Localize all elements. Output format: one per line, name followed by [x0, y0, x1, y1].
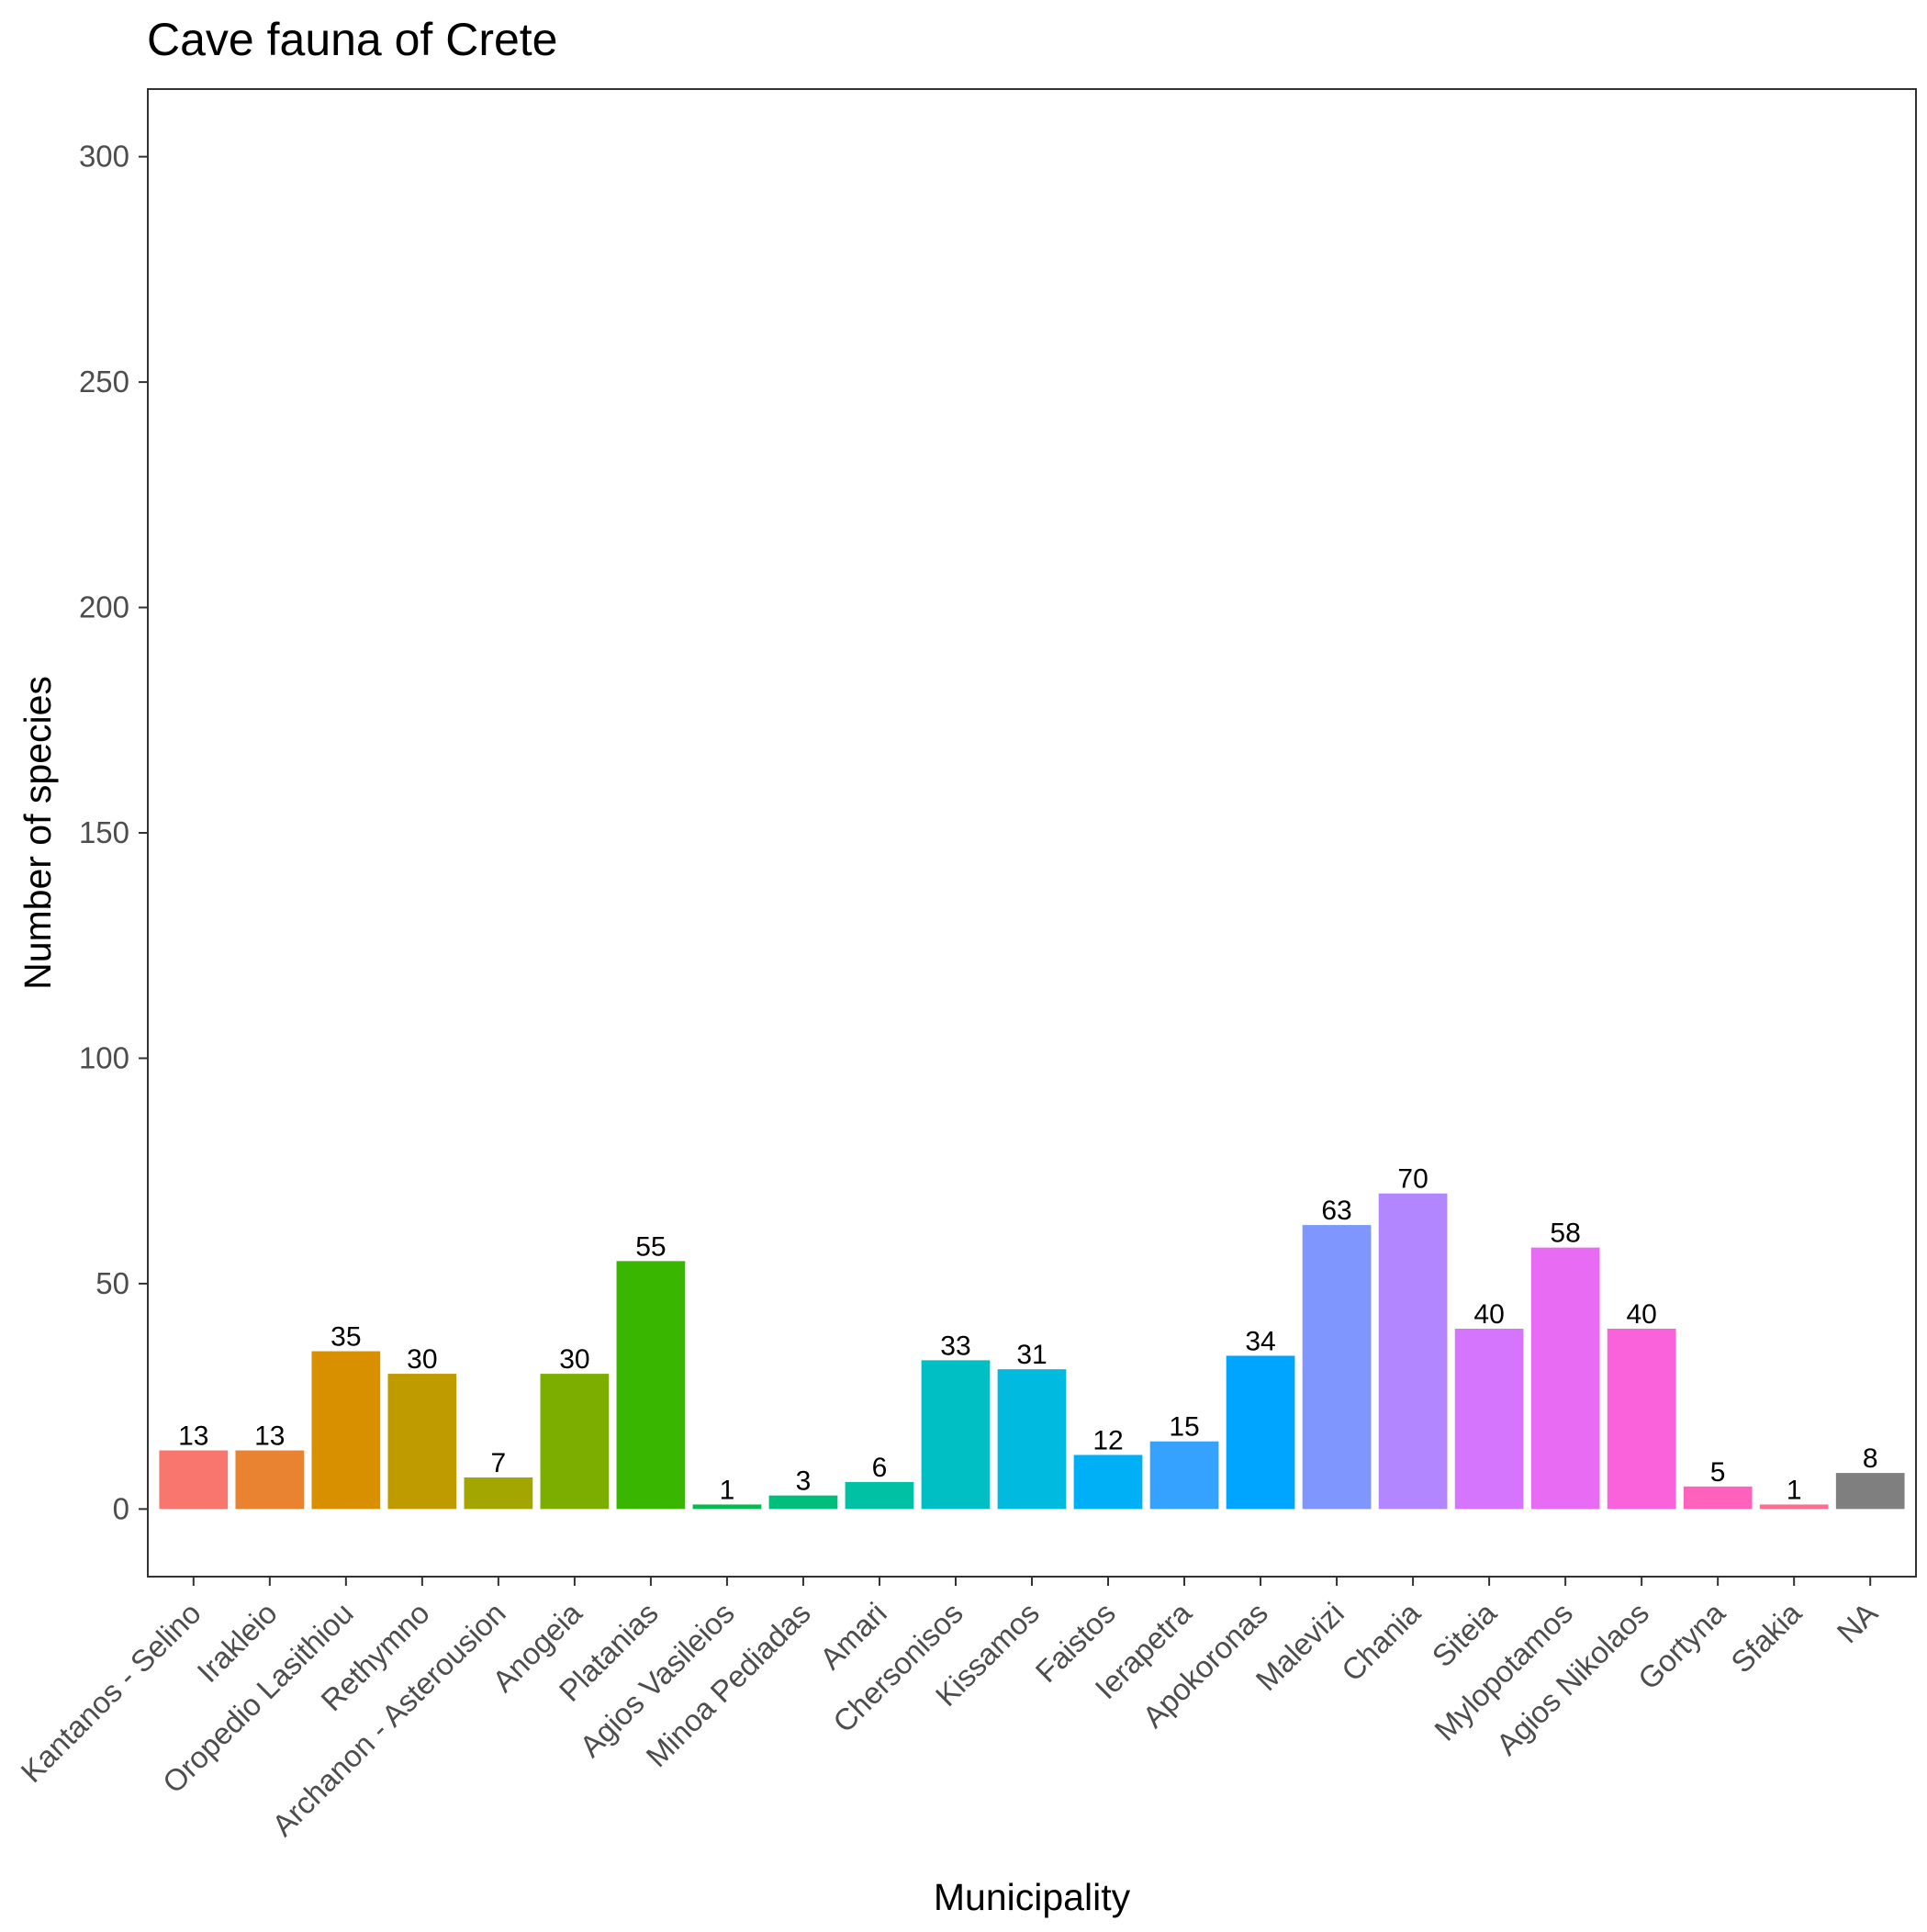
bar-value-label: 34 [1245, 1326, 1275, 1356]
bar [464, 1477, 533, 1510]
y-axis-title: Number of species [17, 676, 59, 990]
bar [1302, 1225, 1372, 1510]
bar [1378, 1193, 1448, 1510]
bar [1149, 1441, 1219, 1510]
y-tick-label: 50 [95, 1266, 129, 1300]
x-tick-label: Sfakia [1724, 1595, 1808, 1679]
bar-value-label: 7 [491, 1448, 507, 1478]
bar-value-label: 35 [331, 1322, 361, 1353]
bar-value-label: 30 [407, 1344, 437, 1375]
x-tick-label: Gortyna [1631, 1595, 1732, 1696]
bar [1530, 1247, 1600, 1510]
bar [311, 1351, 381, 1510]
bar [997, 1369, 1067, 1510]
bar [1759, 1504, 1829, 1510]
bar [1073, 1455, 1143, 1510]
bar [1607, 1329, 1676, 1510]
bar-value-label: 1 [720, 1475, 735, 1505]
bar [616, 1261, 686, 1510]
bar [159, 1450, 229, 1510]
bar [540, 1374, 610, 1510]
x-axis-title: Municipality [934, 1876, 1131, 1918]
bar [1226, 1355, 1295, 1510]
bar [768, 1495, 838, 1510]
bar [387, 1374, 457, 1510]
bar [1454, 1329, 1524, 1510]
y-tick-label: 100 [79, 1040, 129, 1074]
bar-value-label: 13 [178, 1421, 208, 1452]
bar-value-label: 33 [940, 1331, 970, 1361]
bar [921, 1360, 991, 1510]
bar-value-label: 6 [872, 1453, 888, 1483]
bar-value-label: 70 [1397, 1164, 1428, 1195]
bar-value-label: 5 [1710, 1457, 1726, 1488]
y-tick-label: 0 [113, 1491, 129, 1525]
bar-value-label: 55 [635, 1231, 666, 1262]
bar-value-label: 63 [1321, 1196, 1351, 1226]
bar [845, 1481, 914, 1510]
bar-value-label: 3 [796, 1466, 812, 1497]
chart-title: Cave fauna of Crete [147, 14, 558, 65]
bars-group [159, 1193, 1905, 1510]
y-axis: 0 50 100 150 200 250 300 [79, 140, 148, 1525]
bar [1683, 1486, 1753, 1510]
bar [235, 1450, 305, 1510]
bar [692, 1504, 762, 1510]
x-tick-label: NA [1831, 1596, 1885, 1650]
y-tick-label: 250 [79, 365, 129, 399]
bar-value-label: 40 [1626, 1299, 1656, 1330]
bar-value-label: 13 [254, 1421, 285, 1452]
bar-value-label: 1 [1787, 1475, 1802, 1505]
y-tick-label: 150 [79, 815, 129, 849]
bar-value-label: 40 [1473, 1299, 1504, 1330]
bar-value-label: 31 [1016, 1340, 1047, 1370]
y-tick-label: 300 [79, 140, 129, 174]
bar [1835, 1473, 1905, 1510]
y-tick-label: 200 [79, 590, 129, 624]
bar-value-label: 58 [1550, 1219, 1580, 1249]
bar-value-label: 15 [1169, 1412, 1199, 1443]
bar-value-label: 12 [1092, 1425, 1123, 1455]
x-tick-label: Chania [1335, 1595, 1428, 1688]
bar-value-label: 8 [1863, 1443, 1878, 1474]
bar-value-label: 30 [559, 1344, 589, 1375]
